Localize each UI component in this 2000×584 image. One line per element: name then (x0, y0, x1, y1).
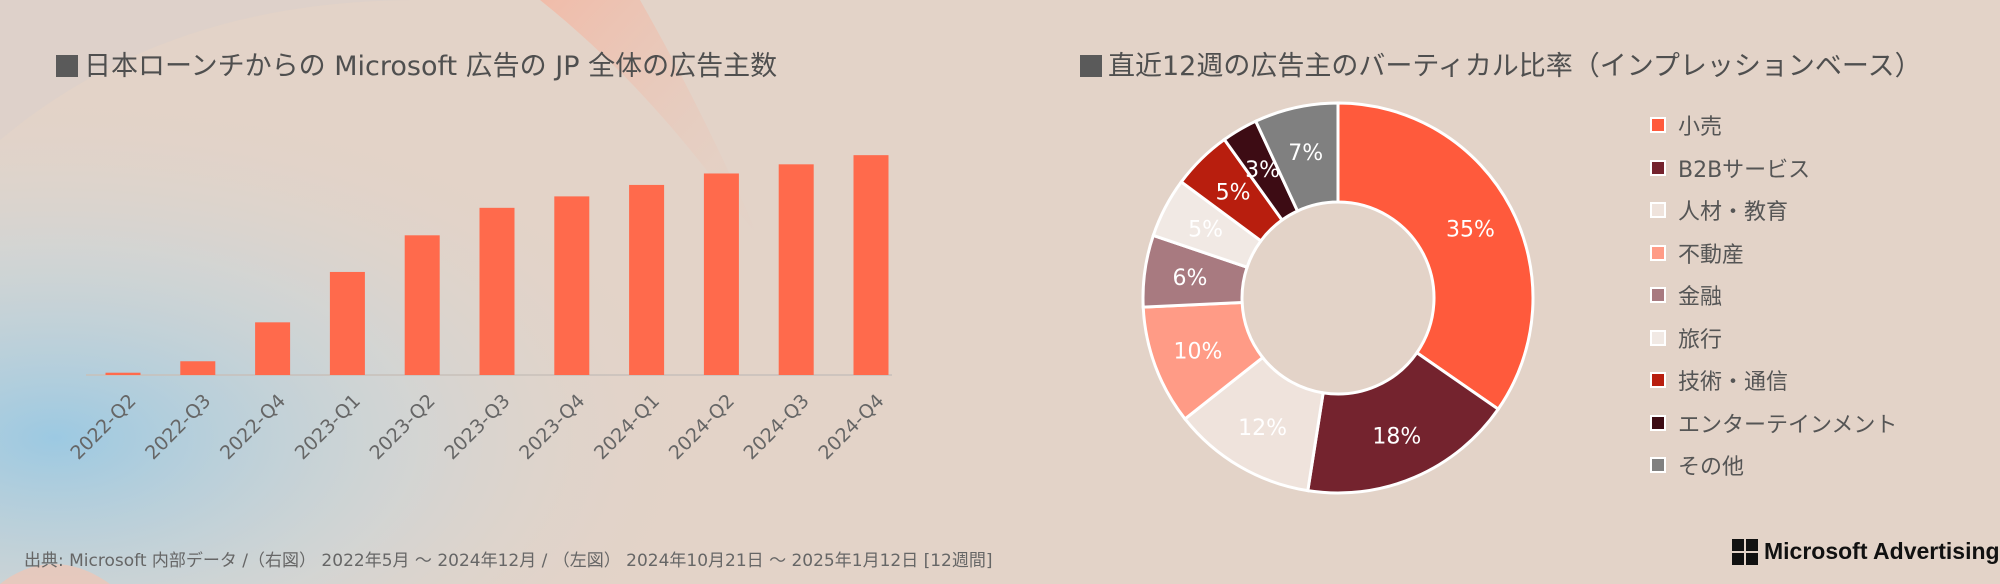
bar-2022-Q4 (255, 322, 291, 375)
legend-label: その他 (1678, 455, 1745, 481)
bar-2024-Q4 (853, 155, 889, 375)
legend-label: エンターテインメント (1678, 412, 1898, 438)
legend-swatch (1650, 159, 1666, 176)
legend-swatch (1650, 372, 1666, 389)
legend-swatch (1650, 287, 1666, 304)
legend-label: 人材・教育 (1678, 200, 1789, 226)
slice-label: 5% (1216, 180, 1251, 205)
slice-label: 18% (1372, 424, 1421, 449)
legend-label: 不動産 (1678, 242, 1745, 268)
bar-2024-Q1 (629, 184, 665, 375)
legend-label: 小売 (1678, 115, 1723, 141)
legend-item: エンターテインメント (1650, 402, 1897, 445)
slice-label: 7% (1288, 141, 1323, 166)
legend-label: 金融 (1678, 285, 1723, 311)
legend-item: 不動産 (1650, 232, 1897, 275)
bar-2023-Q1 (329, 271, 365, 375)
legend-item: 技術・通信 (1650, 359, 1897, 402)
slice-小売 (1336, 101, 1535, 412)
slice-label: 6% (1173, 266, 1208, 291)
slice-label: 10% (1174, 339, 1223, 364)
brand-logo: Microsoft Advertising (1732, 538, 2000, 565)
donut-chart-title-text: 直近12週の広告主のバーティカル比率（インプレッションベース） (1108, 51, 1922, 82)
slice-label: 35% (1446, 218, 1495, 243)
title-square-icon (1080, 55, 1102, 77)
slice-label: 12% (1238, 416, 1287, 441)
legend-item: 人材・教育 (1650, 189, 1897, 232)
bar-2024-Q2 (703, 173, 739, 375)
legend-swatch (1650, 414, 1666, 431)
donut-chart-title: 直近12週の広告主のバーティカル比率（インプレッションベース） (1080, 44, 1922, 83)
legend-swatch (1650, 117, 1666, 134)
legend-item: 金融 (1650, 274, 1897, 317)
legend-label: 技術・通信 (1678, 370, 1789, 396)
legend-item: その他 (1650, 444, 1897, 487)
legend-item: 旅行 (1650, 317, 1897, 360)
microsoft-logo-icon (1732, 538, 1758, 565)
legend-label: B2Bサービス (1678, 157, 1811, 183)
slice-B2Bサービス (1306, 350, 1501, 495)
slice-label: 5% (1188, 218, 1223, 243)
source-note: 出典: Microsoft 内部データ /（右図） 2022年5月 〜 2024… (24, 551, 993, 571)
bar-chart-title: 日本ローンチからの Microsoft 広告の JP 全体の広告主数 (56, 44, 777, 83)
bar-2022-Q3 (180, 361, 216, 375)
legend-item: B2Bサービス (1650, 147, 1897, 190)
legend-label: 旅行 (1678, 327, 1723, 353)
bar-chart-title-text: 日本ローンチからの Microsoft 広告の JP 全体の広告主数 (84, 51, 778, 82)
donut-legend: 小売 B2Bサービス 人材・教育不動産金融旅行技術・通信エンターテインメント その他 (1650, 104, 1897, 487)
legend-swatch (1650, 202, 1666, 219)
bar-2022-Q2 (105, 372, 141, 375)
legend-swatch (1650, 329, 1666, 346)
bar-2023-Q4 (554, 196, 590, 375)
bar-2024-Q3 (778, 164, 814, 375)
legend-swatch (1650, 457, 1666, 474)
bar-2023-Q2 (404, 235, 440, 375)
legend-item: 小売 (1650, 104, 1897, 147)
title-square-icon (56, 55, 78, 77)
slice-その他 (1253, 101, 1340, 213)
bar-2023-Q3 (479, 207, 515, 375)
brand-name: Microsoft Advertising (1764, 538, 2000, 564)
legend-swatch (1650, 244, 1666, 261)
